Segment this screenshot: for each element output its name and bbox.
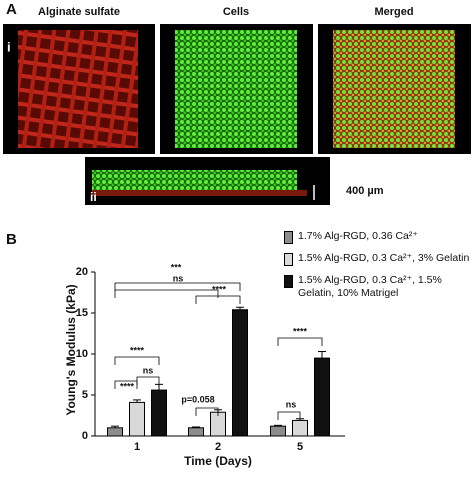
bar xyxy=(270,425,286,437)
legend-item: 1.7% Alg-RGD, 0.36 Ca²⁺ xyxy=(282,230,470,244)
y-tick-label: 15 xyxy=(76,307,88,319)
legend-item: 1.5% Alg-RGD, 0.3 Ca²⁺, 1.5% Gelatin, 10… xyxy=(282,274,470,300)
x-tick-label: 1 xyxy=(134,441,140,453)
panel-label: B xyxy=(6,231,17,248)
significance-label: **** xyxy=(120,381,135,391)
bar xyxy=(107,427,123,437)
y-tick-label: 20 xyxy=(76,266,88,278)
bar xyxy=(232,309,248,437)
image-title: Alginate sulfate xyxy=(38,6,120,18)
significance-bracket xyxy=(136,376,160,385)
bar xyxy=(188,427,204,437)
legend-label: 1.7% Alg-RGD, 0.36 Ca²⁺ xyxy=(298,230,418,242)
significance-bracket xyxy=(114,282,241,291)
image-content xyxy=(92,190,307,196)
y-axis-label: Young's Modulus (kPa) xyxy=(64,284,78,415)
significance-bracket xyxy=(277,337,323,346)
image-content xyxy=(333,30,455,148)
image-content xyxy=(92,170,297,192)
legend-swatch xyxy=(284,275,293,288)
significance-label: ns xyxy=(286,399,297,409)
significance-label: **** xyxy=(212,284,227,294)
significance-label: *** xyxy=(171,262,182,272)
y-tick-label: 5 xyxy=(82,389,88,401)
significance-label: **** xyxy=(130,345,145,355)
legend-label: 1.5% Alg-RGD, 0.3 Ca²⁺, 1.5% Gelatin, 10… xyxy=(298,274,442,299)
panel-label: A xyxy=(6,1,17,18)
significance-label: p=0.058 xyxy=(181,394,214,404)
legend: 1.7% Alg-RGD, 0.36 Ca²⁺ 1.5% Alg-RGD, 0.3… xyxy=(282,230,470,309)
significance-bracket xyxy=(195,407,219,416)
sub-label: ii xyxy=(90,190,97,204)
y-tick-label: 0 xyxy=(82,430,88,442)
image-title: Cells xyxy=(223,6,249,18)
significance-label: ns xyxy=(143,365,154,375)
bar xyxy=(292,419,308,437)
image-title: Merged xyxy=(374,6,413,18)
legend-item: 1.5% Alg-RGD, 0.3 Ca²⁺, 3% Gelatin xyxy=(282,252,470,266)
significance-bracket xyxy=(195,295,241,304)
legend-swatch xyxy=(284,231,293,244)
bar xyxy=(129,401,145,437)
scale-label: 400 µm xyxy=(346,185,384,197)
significance-label: **** xyxy=(293,326,308,336)
significance-bracket xyxy=(277,411,301,420)
image-content xyxy=(175,30,297,148)
bar xyxy=(314,357,330,437)
sub-label: i xyxy=(7,39,11,54)
x-tick-label: 5 xyxy=(297,441,303,453)
legend-label: 1.5% Alg-RGD, 0.3 Ca²⁺, 3% Gelatin xyxy=(298,252,470,264)
image-content xyxy=(18,30,138,148)
significance-bracket xyxy=(114,356,160,365)
legend-swatch xyxy=(284,253,293,266)
significance-label: ns xyxy=(173,273,184,283)
x-axis-label: Time (Days) xyxy=(184,454,252,468)
bar xyxy=(151,389,167,437)
y-tick-label: 10 xyxy=(76,348,88,360)
significance-bracket xyxy=(114,289,219,298)
x-tick-label: 2 xyxy=(215,441,221,453)
